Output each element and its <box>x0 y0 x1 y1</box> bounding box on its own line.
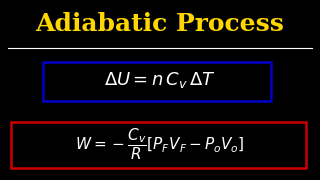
FancyBboxPatch shape <box>11 122 306 168</box>
Text: $W = -\dfrac{C_v}{R}\left[P_F V_F - P_o V_o\right]$: $W = -\dfrac{C_v}{R}\left[P_F V_F - P_o … <box>75 126 245 162</box>
Text: $\Delta U = n\, C_v\, \Delta T$: $\Delta U = n\, C_v\, \Delta T$ <box>104 70 216 90</box>
FancyBboxPatch shape <box>43 62 271 101</box>
Text: Adiabatic Process: Adiabatic Process <box>36 12 284 36</box>
